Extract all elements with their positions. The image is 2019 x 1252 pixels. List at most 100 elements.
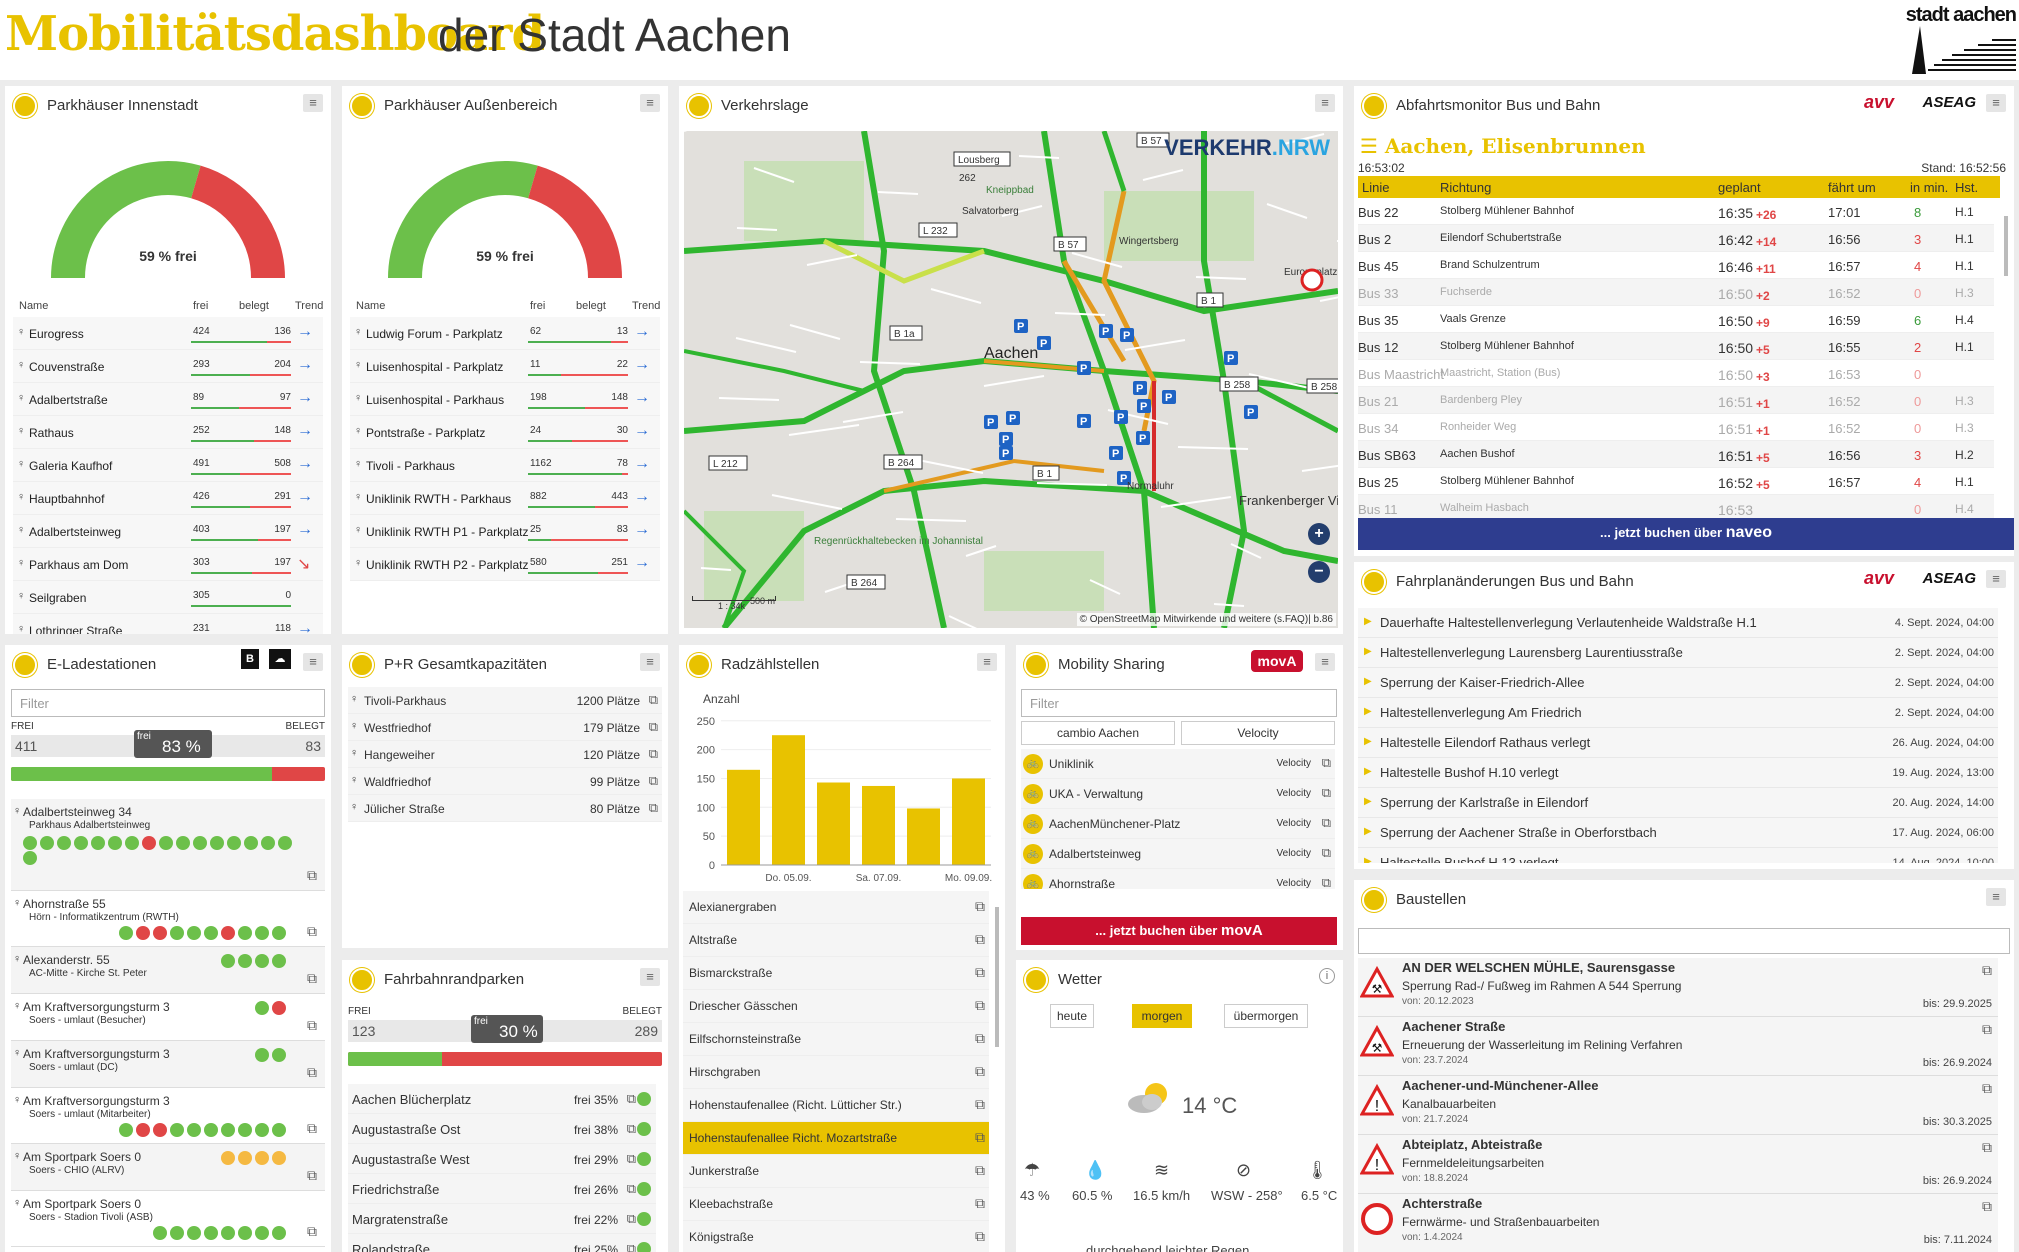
construction-item[interactable]: ! Aachener-und-Münchener-Allee Kanalbauarb… xyxy=(1358,1076,1998,1135)
map-icon[interactable]: ⧉ xyxy=(1321,875,1331,889)
table-row[interactable]: ♀ Eurogress 424 136 → xyxy=(13,317,323,350)
pr-item[interactable]: ♀ Tivoli-Parkhaus 1200 Plätze ⧉ xyxy=(348,687,662,714)
bar[interactable] xyxy=(862,785,895,865)
map-icon[interactable]: ⧉ xyxy=(307,1120,317,1136)
tab-tomorrow[interactable]: morgen xyxy=(1132,1004,1192,1028)
parking-marker-icon[interactable]: P xyxy=(1109,446,1123,460)
parking-marker-icon[interactable]: P xyxy=(1014,319,1028,333)
map-icon[interactable]: ⧉ xyxy=(307,1167,317,1183)
menu-icon[interactable]: ≡ xyxy=(303,94,323,112)
departure-row[interactable]: Bus SB63 Aachen Bushof 16:51 +5 16:56 3 H.2 xyxy=(1358,441,1994,468)
map-icon[interactable]: ⧉ xyxy=(1982,1021,1992,1037)
zoom-out-button[interactable]: − xyxy=(1308,561,1330,583)
construction-item[interactable]: Achterstraße Fernwärme- und Straßenbauarb… xyxy=(1358,1194,1998,1252)
table-row[interactable]: ♀ Rathaus 252 148 → xyxy=(13,416,323,449)
table-row[interactable]: ♀ Couvenstraße 293 204 → xyxy=(13,350,323,383)
map-icon[interactable]: ⧉ xyxy=(626,1091,636,1106)
construction-filter[interactable] xyxy=(1358,928,2010,954)
incident-marker-icon[interactable] xyxy=(1300,268,1324,292)
bike-counter-item[interactable]: Bismarckstraße ⧉ xyxy=(683,957,989,990)
bar[interactable] xyxy=(772,735,805,865)
map-icon[interactable]: ⧉ xyxy=(626,1181,636,1196)
sharing-filter-input[interactable]: Filter xyxy=(1021,689,1337,717)
map-icon[interactable]: ⧉ xyxy=(648,773,658,788)
map-icon[interactable]: ⧉ xyxy=(1982,1080,1992,1096)
departure-row[interactable]: Bus 12 Stolberg Mühlener Bahnhof 16:50 +5 16… xyxy=(1358,333,1994,360)
departure-row[interactable]: Bus 2 Eilendorf Schubertstraße 16:42 +14 16:… xyxy=(1358,225,1994,252)
menu-icon[interactable]: ≡ xyxy=(1986,94,2006,112)
bar[interactable] xyxy=(907,808,940,865)
parking-marker-icon[interactable]: P xyxy=(1114,410,1128,424)
table-row[interactable]: ♀ Seilgraben 305 0 xyxy=(13,581,323,614)
menu-icon[interactable]: ≡ xyxy=(640,94,660,112)
bike-counter-item[interactable]: Hirschgraben ⧉ xyxy=(683,1056,989,1089)
map-icon[interactable]: ⧉ xyxy=(975,997,985,1013)
change-item[interactable]: ▶ Haltestelle Bushof H.10 verlegt 19. Aug.… xyxy=(1358,758,1998,788)
roadside-item[interactable]: Augustastraße West frei 29% ⧉ xyxy=(348,1144,656,1174)
sharing-station[interactable]: 🚲 UKA - Verwaltung Velocity ⧉ xyxy=(1021,779,1335,809)
table-row[interactable]: ♀ Tivoli - Parkhaus 1162 78 → xyxy=(350,449,660,482)
table-row[interactable]: ♀ Luisenhospital - Parkplatz 11 22 → xyxy=(350,350,660,383)
station-item[interactable]: ♀ Am Kraftversorgungsturm 3 Soers - umlaut… xyxy=(11,1088,325,1144)
mova-book-button[interactable]: ... jetzt buchen über movA xyxy=(1021,917,1337,945)
table-row[interactable]: ♀ Uniklinik RWTH P2 - Parkplatz 580 251 → xyxy=(350,548,660,581)
sharing-station[interactable]: 🚲 Adalbertsteinweg Velocity ⧉ xyxy=(1021,839,1335,869)
parking-marker-icon[interactable]: P xyxy=(1224,351,1238,365)
map-icon[interactable]: ⧉ xyxy=(1321,845,1331,860)
change-item[interactable]: ▶ Haltestellenverlegung Laurensberg Laure… xyxy=(1358,638,1998,668)
menu-icon[interactable]: ≡ xyxy=(640,653,660,671)
parking-marker-icon[interactable]: P xyxy=(1077,361,1091,375)
table-row[interactable]: ♀ Lothringer Straße 231 118 → xyxy=(13,614,323,634)
scrollbar[interactable] xyxy=(2004,216,2008,276)
bike-counter-item[interactable]: Kleebachstraße ⧉ xyxy=(683,1188,989,1221)
map-icon[interactable]: ⧉ xyxy=(1982,962,1992,978)
map-icon[interactable]: ⧉ xyxy=(975,1228,985,1244)
sharing-station[interactable]: 🚲 Uniklinik Velocity ⧉ xyxy=(1021,749,1335,779)
map-icon[interactable]: ⧉ xyxy=(307,923,317,939)
roadside-item[interactable]: Aachen Blücherplatz frei 35% ⧉ xyxy=(348,1084,656,1114)
bike-counter-item[interactable]: Eilfschornsteinstraße ⧉ xyxy=(683,1023,989,1056)
change-item[interactable]: ▶ Haltestelle Eilendorf Rathaus verlegt 26… xyxy=(1358,728,1998,758)
change-item[interactable]: ▶ Sperrung der Kaiser-Friedrich-Allee 2. S… xyxy=(1358,668,1998,698)
station-item[interactable]: ♀ Am Kraftversorgungsturm 3 Soers - umlaut… xyxy=(11,994,325,1041)
map-icon[interactable]: ⧉ xyxy=(648,692,658,707)
station-item[interactable]: ♀ Alexanderstr. 55 AC-Mitte - Kirche St. P… xyxy=(11,947,325,994)
map-icon[interactable]: ⧉ xyxy=(1982,1139,1992,1155)
parking-marker-icon[interactable]: P xyxy=(1099,324,1113,338)
menu-icon[interactable]: ≡ xyxy=(1986,888,2006,906)
map-icon[interactable]: ⧉ xyxy=(975,964,985,980)
station-item[interactable]: ♀ Am Sportpark Soers 0 Soers - Stadion Tiv… xyxy=(11,1191,325,1247)
map-icon[interactable]: ⧉ xyxy=(1982,1198,1992,1214)
station-item[interactable]: ♀ Am Kraftversorgungsturm 3 Soers - umlaut… xyxy=(11,1041,325,1088)
change-item[interactable]: ▶ Haltestellenverlegung Am Friedrich 2. Se… xyxy=(1358,698,1998,728)
departure-row[interactable]: Bus 21 Bardenberg Pley 16:51 +1 16:52 0 H.3 xyxy=(1358,387,1994,414)
station-item[interactable]: ♀ Adalbertsteinweg 34 Parkhaus Adalbertste… xyxy=(11,799,325,891)
table-row[interactable]: ♀ Parkhaus am Dom 303 197 ↘ xyxy=(13,548,323,581)
traffic-map[interactable]: P P P P P P P P P P P P P P P P P P P Lousberg 262 Kneippbad S… xyxy=(684,131,1338,628)
menu-icon[interactable]: ≡ xyxy=(977,653,997,671)
change-item[interactable]: ▶ Sperrung der Aachener Straße in Oberfor… xyxy=(1358,818,1998,848)
map-icon[interactable]: ⧉ xyxy=(975,1030,985,1046)
map-icon[interactable]: ⧉ xyxy=(626,1211,636,1226)
table-row[interactable]: ♀ Uniklinik RWTH P1 - Parkplatz 25 83 → xyxy=(350,515,660,548)
naveo-book-button[interactable]: ... jetzt buchen über naveo xyxy=(1358,518,2014,550)
parking-marker-icon[interactable]: P xyxy=(1037,336,1051,350)
parking-marker-icon[interactable]: P xyxy=(1077,414,1091,428)
station-item[interactable]: ♀ Am Sportpark Soers 0 Soers - CHIO (ALRV)… xyxy=(11,1144,325,1191)
map-icon[interactable]: ⧉ xyxy=(1321,785,1331,800)
sharing-station[interactable]: 🚲 AachenMünchener-Platz Velocity ⧉ xyxy=(1021,809,1335,839)
parking-marker-icon[interactable]: P xyxy=(999,432,1013,446)
menu-icon[interactable]: ≡ xyxy=(1986,570,2006,588)
change-item[interactable]: ▶ Dauerhafte Haltestellenverlegung Verlau… xyxy=(1358,608,1998,638)
map-icon[interactable]: ⧉ xyxy=(975,1162,985,1178)
roadside-item[interactable]: Rolandstraße frei 25% ⧉ xyxy=(348,1234,656,1252)
roadside-item[interactable]: Augustastraße Ost frei 38% ⧉ xyxy=(348,1114,656,1144)
bar[interactable] xyxy=(952,778,985,865)
map-icon[interactable]: ⧉ xyxy=(975,931,985,947)
map-icon[interactable]: ⧉ xyxy=(975,1195,985,1211)
departure-row[interactable]: Bus 22 Stolberg Mühlener Bahnhof 16:35 +26 1… xyxy=(1358,198,1994,225)
map-icon[interactable]: ⧉ xyxy=(648,800,658,815)
parking-marker-icon[interactable]: P xyxy=(1162,390,1176,404)
bike-counter-item[interactable]: Altstraße ⧉ xyxy=(683,924,989,957)
map-icon[interactable]: ⧉ xyxy=(307,1223,317,1239)
